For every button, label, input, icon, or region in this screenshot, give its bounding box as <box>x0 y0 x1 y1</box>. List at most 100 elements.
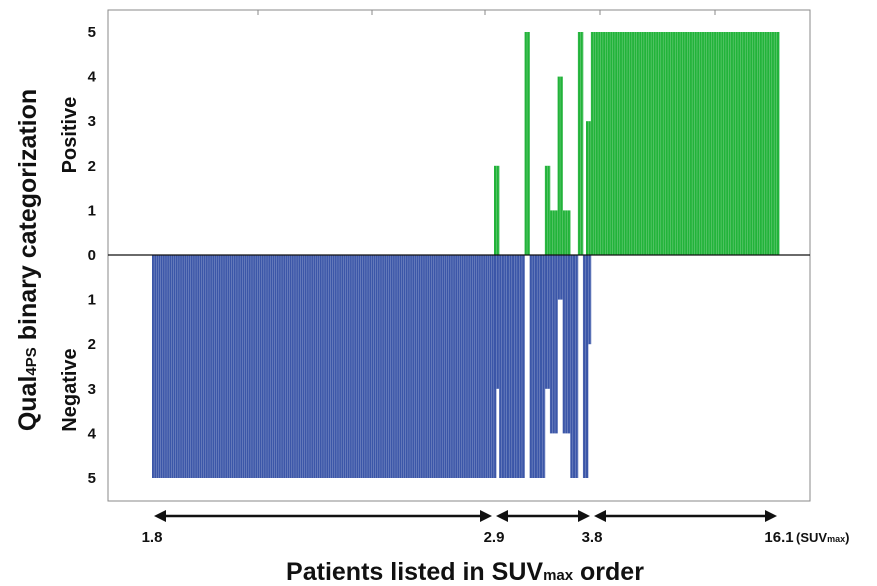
bar-negative <box>173 255 177 478</box>
bar-negative <box>263 255 267 478</box>
bar-positive <box>766 32 770 255</box>
bar-negative <box>188 255 192 478</box>
y-tick-positive-3: 3 <box>88 113 96 130</box>
y-tick-positive-1: 1 <box>88 202 96 219</box>
bar-negative <box>240 255 243 478</box>
bar-negative <box>328 255 331 478</box>
bar-negative <box>278 255 282 478</box>
bar-positive <box>494 165 497 255</box>
bar-negative <box>463 255 467 478</box>
bar-negative <box>364 255 368 478</box>
bar-negative <box>222 255 226 478</box>
bar-negative <box>330 255 333 478</box>
bar-positive <box>774 32 777 255</box>
arrow-head <box>594 510 606 522</box>
bar-positive <box>627 32 630 255</box>
bar-negative <box>476 255 480 478</box>
bar-positive <box>567 210 571 255</box>
bar-positive <box>706 32 710 255</box>
bar-positive <box>580 32 584 255</box>
bar-negative <box>281 255 284 478</box>
bar-negative <box>521 255 525 478</box>
bar-negative <box>197 255 200 478</box>
bar-positive <box>762 32 765 255</box>
bar-negative <box>177 255 181 478</box>
bar-negative <box>459 255 462 478</box>
bar-negative <box>175 255 179 478</box>
bar-positive <box>524 32 528 255</box>
bar-positive <box>769 32 773 255</box>
y-tick-positive-5: 5 <box>88 24 96 41</box>
bar-negative <box>427 255 430 478</box>
bar-negative <box>440 255 443 478</box>
bar-positive <box>496 165 500 255</box>
bar-negative <box>343 255 346 478</box>
bar-negative <box>360 255 364 478</box>
bar-positive <box>711 32 715 255</box>
bar-positive <box>622 32 625 255</box>
y-axis-title-rest: binary categorization <box>14 89 42 347</box>
bar-positive <box>723 32 727 255</box>
bar-positive <box>745 32 749 255</box>
bar-positive <box>658 32 662 255</box>
bar-positive <box>709 32 712 255</box>
bar-negative <box>257 255 260 478</box>
bar-positive <box>684 32 688 255</box>
bar-negative <box>332 255 336 478</box>
bar-negative <box>302 255 306 478</box>
bar-negative <box>397 255 400 478</box>
y-tick-positive-4: 4 <box>88 69 97 86</box>
bar-negative <box>373 255 376 478</box>
bar-negative <box>437 255 441 478</box>
bar-negative <box>554 255 558 434</box>
bar-positive <box>614 32 618 255</box>
bar-negative <box>162 255 166 478</box>
bar-negative <box>229 255 232 478</box>
bar-negative <box>575 255 579 478</box>
bar-negative <box>317 255 321 478</box>
bar-positive <box>590 32 594 255</box>
bar-negative <box>246 255 250 478</box>
bar-negative <box>399 255 402 478</box>
bar-positive <box>687 32 691 255</box>
bar-positive <box>552 210 556 255</box>
arrow-head <box>480 510 492 522</box>
bar-positive <box>675 32 679 255</box>
bar-positive <box>595 32 599 255</box>
bar-positive <box>672 32 676 255</box>
bar-negative <box>472 255 475 478</box>
bar-positive <box>737 32 741 255</box>
bar-positive <box>694 32 698 255</box>
bar-negative <box>487 255 490 478</box>
suv-unit-sub: max <box>827 534 845 544</box>
bar-negative <box>311 255 314 478</box>
bar-negative <box>560 255 563 300</box>
bar-negative <box>504 255 508 478</box>
bar-negative <box>233 255 237 478</box>
bar-negative <box>358 255 361 478</box>
bar-negative <box>334 255 338 478</box>
bar-negative <box>216 255 220 478</box>
bar-negative <box>347 255 351 478</box>
bar-positive <box>716 32 720 255</box>
negative-side-label: Negative <box>59 348 81 431</box>
bar-positive <box>527 32 530 255</box>
bar-negative <box>244 255 247 478</box>
bar-negative <box>192 255 196 478</box>
bar-negative <box>345 255 349 478</box>
bar-negative <box>422 255 426 478</box>
bar-negative <box>429 255 432 478</box>
bar-negative <box>218 255 222 478</box>
bar-negative <box>315 255 318 478</box>
bar-positive <box>586 121 589 255</box>
suv-range-label-2.9: 2.9 <box>484 529 505 546</box>
bar-negative <box>265 255 269 478</box>
x-axis-title-rest: order <box>573 558 644 586</box>
y-tick-negative-1: 1 <box>88 292 96 309</box>
bar-negative <box>511 255 515 478</box>
bar-negative <box>461 255 465 478</box>
bar-negative <box>532 255 536 478</box>
bar-negative <box>491 255 495 478</box>
bar-positive <box>636 32 640 255</box>
